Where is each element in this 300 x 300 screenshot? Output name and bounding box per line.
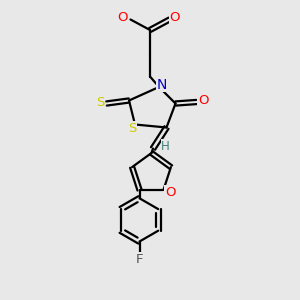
Text: N: N <box>156 78 167 92</box>
Text: O: O <box>198 94 208 107</box>
Text: H: H <box>161 140 170 153</box>
Text: F: F <box>136 253 143 266</box>
Text: O: O <box>170 11 180 24</box>
Text: S: S <box>128 122 137 135</box>
Text: O: O <box>117 11 127 24</box>
Text: O: O <box>165 186 175 199</box>
Text: S: S <box>96 95 104 109</box>
